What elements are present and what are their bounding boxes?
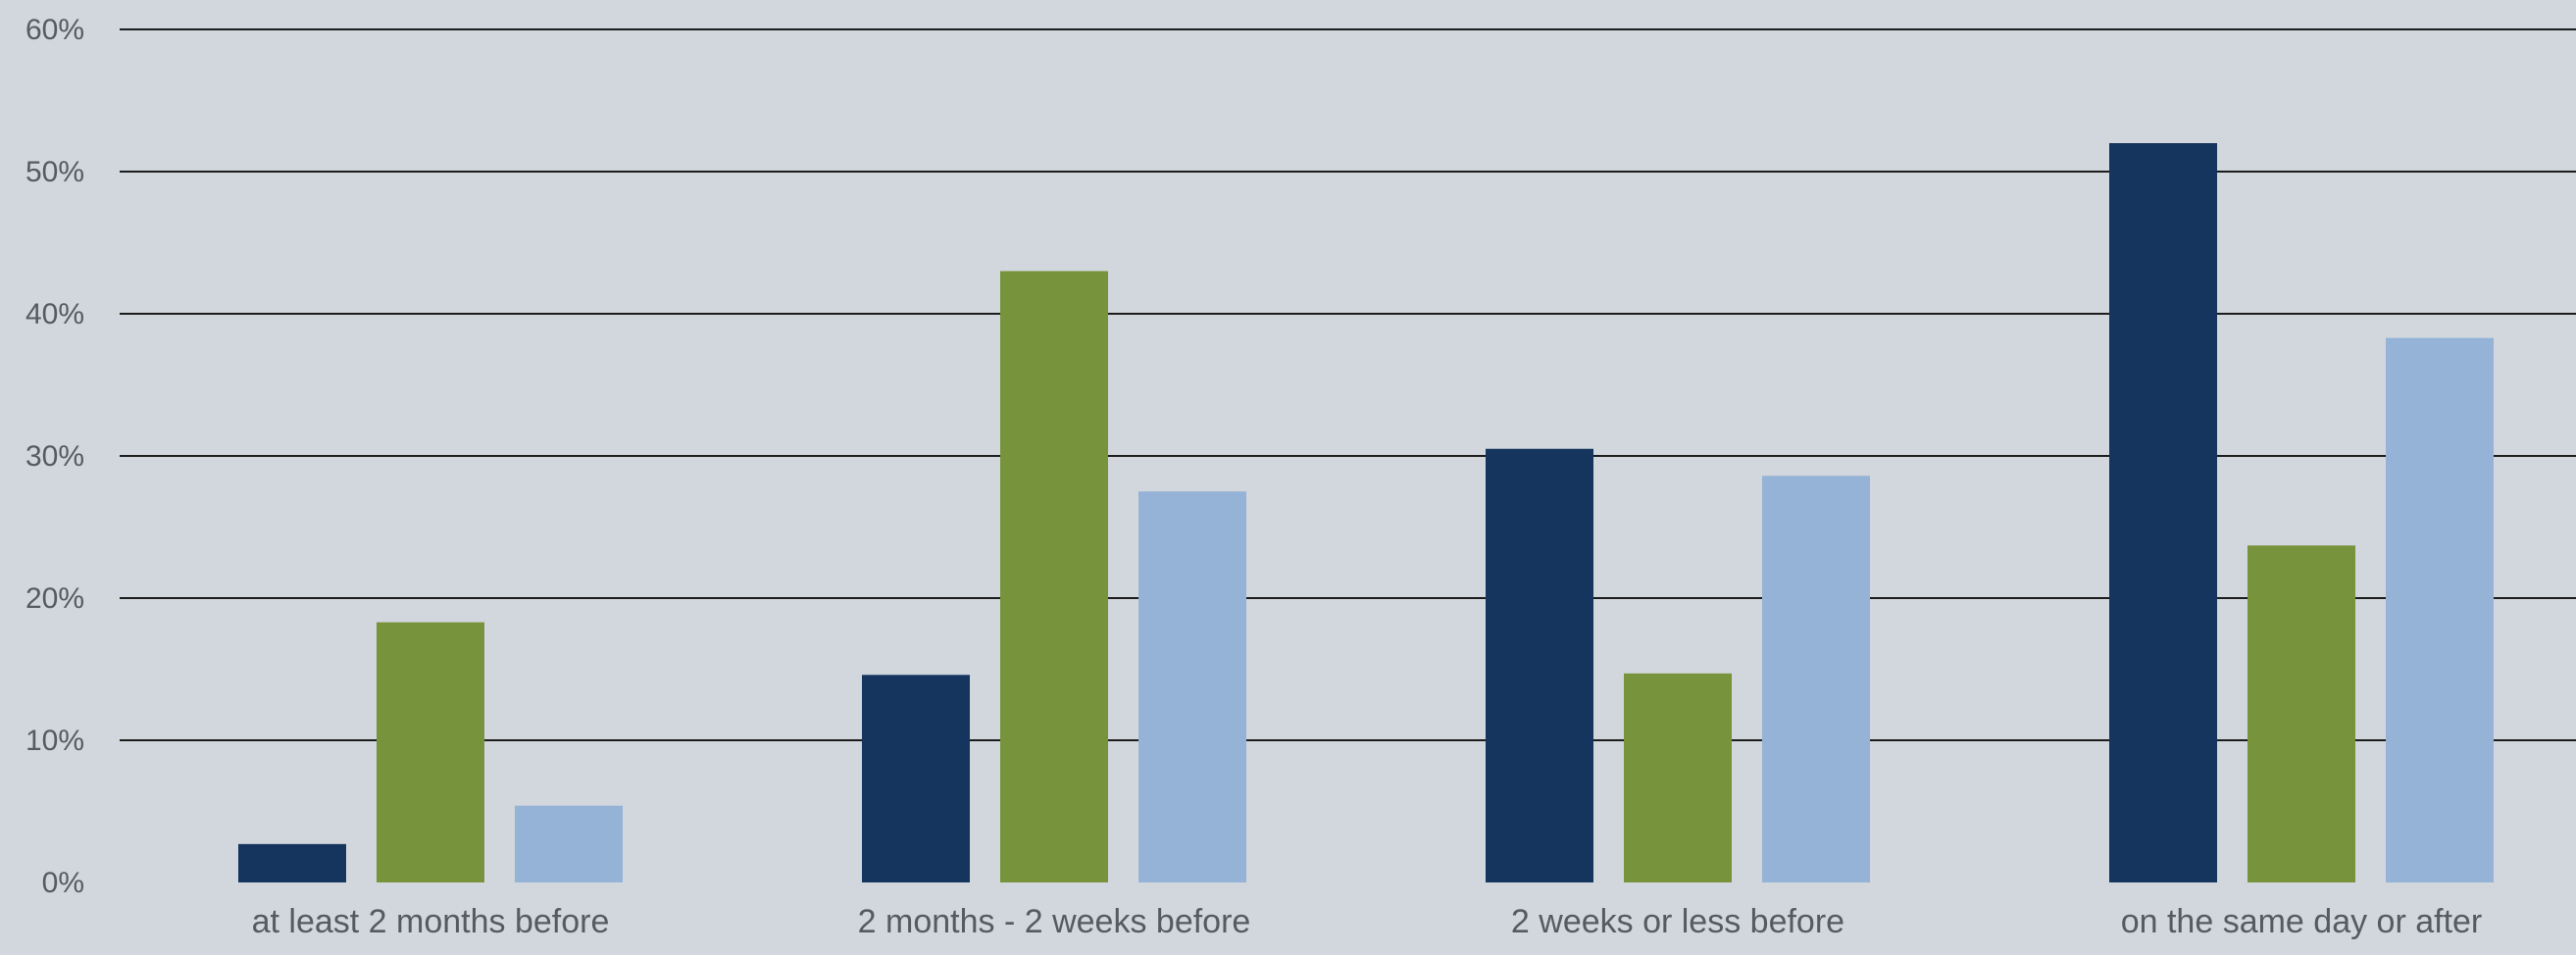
bar <box>1762 476 1870 882</box>
x-category-label: 2 weeks or less before <box>1511 903 1844 940</box>
y-tick-label: 50% <box>25 156 84 188</box>
x-category-label: on the same day or after <box>2121 903 2483 940</box>
y-tick-label: 60% <box>25 14 84 46</box>
x-axis-category-labels: at least 2 months before 2 months - 2 wee… <box>252 903 2483 940</box>
bar <box>1138 491 1246 882</box>
y-tick-label: 0% <box>42 867 84 899</box>
y-tick-label: 20% <box>25 582 84 615</box>
bar <box>1624 673 1732 882</box>
x-category-label: 2 months - 2 weeks before <box>858 903 1251 940</box>
y-axis-tick-labels: 0% 10% 20% 30% 40% 50% 60% <box>25 14 84 899</box>
bar <box>1486 448 1593 882</box>
bar <box>862 675 970 882</box>
bar <box>2109 143 2217 882</box>
y-tick-label: 40% <box>25 298 84 330</box>
y-tick-label: 30% <box>25 440 84 473</box>
bar <box>2248 545 2355 882</box>
bars <box>238 143 2494 882</box>
bar <box>2386 337 2494 882</box>
x-category-label: at least 2 months before <box>252 903 610 940</box>
bar <box>377 622 484 882</box>
y-tick-label: 10% <box>25 725 84 757</box>
bar <box>515 805 623 882</box>
bar <box>238 843 346 882</box>
bar <box>1000 271 1108 882</box>
